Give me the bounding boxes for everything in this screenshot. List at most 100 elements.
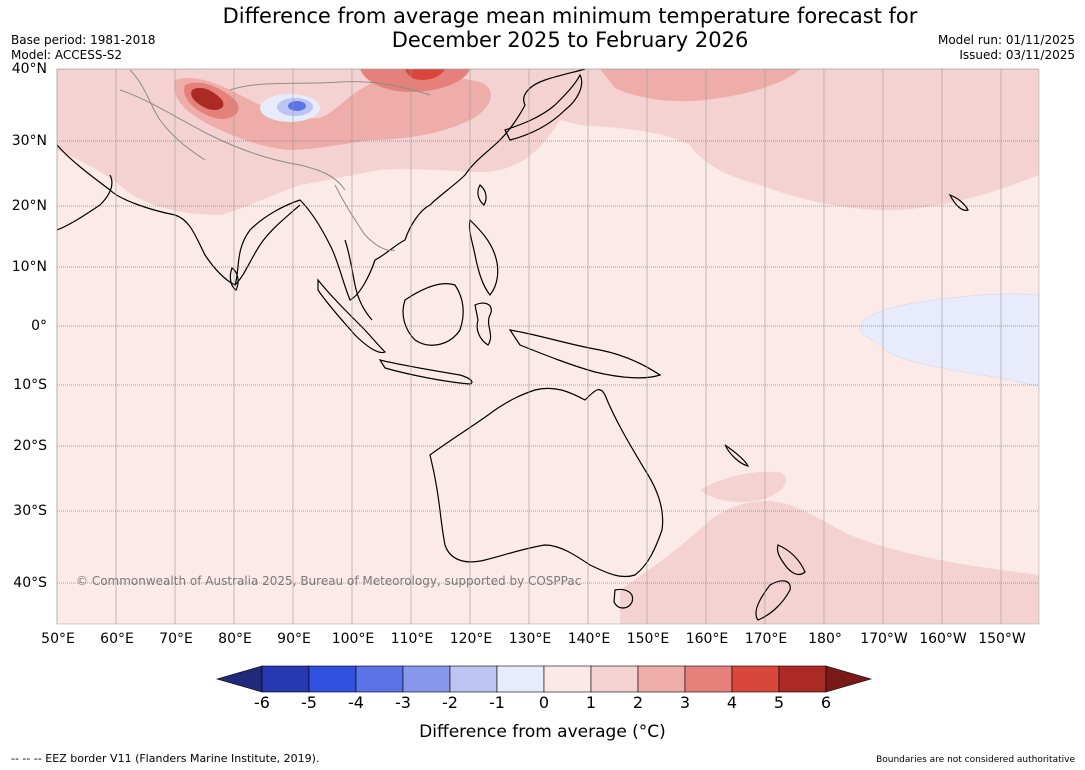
colorbar-swatch [449, 665, 498, 693]
colorbar-swatch [731, 665, 780, 693]
coastlines [57, 69, 969, 621]
latitude-label: 10°S [13, 377, 47, 393]
colorbar-swatch [637, 665, 686, 693]
longitude-label: 160°E [685, 631, 729, 647]
coast-hawaii [948, 193, 969, 211]
longitude-label: 90°E [277, 631, 311, 647]
coast-java [378, 359, 473, 385]
colorbar-swatch [543, 665, 592, 693]
colorbar-tick-label: 4 [726, 693, 738, 712]
coast-philippines [468, 218, 499, 296]
border-indochina [334, 184, 396, 251]
colorbar-tick-label: 3 [679, 693, 691, 712]
coast-new-zealand-south [755, 580, 791, 621]
title-line-2: December 2025 to February 2026 [391, 28, 749, 52]
coast-taiwan [477, 184, 487, 206]
anomaly-zone-mongolia-core [405, 69, 445, 80]
anomaly-zone-cool-plateau-core [288, 101, 306, 111]
longitude-label: 60°E [100, 631, 134, 647]
coast-new-zealand-north [776, 544, 806, 576]
longitude-label: 140°E [567, 631, 611, 647]
border-himalaya [119, 89, 346, 191]
anomaly-zone-cool-pacific [859, 293, 1039, 387]
colorbar-tick-label: 1 [585, 693, 597, 712]
coast-india-east [234, 204, 301, 286]
colorbar-swatch [261, 665, 310, 693]
border-central-asia [129, 69, 206, 161]
boundaries-footnote: Boundaries are not considered authoritat… [876, 755, 1075, 765]
longitude-label: 150°E [626, 631, 670, 647]
colorbar-swatch [778, 665, 827, 693]
anomaly-zone-mongolia [360, 69, 470, 92]
copyright-text: © Commonwealth of Australia 2025, Bureau… [76, 574, 582, 588]
colorbar-tick-label: -4 [348, 693, 364, 712]
coast-sri-lanka [229, 267, 239, 291]
coast-new-guinea [508, 329, 662, 379]
colorbar [215, 665, 873, 693]
coast-malay-peninsula [344, 239, 373, 321]
colorbar-swatch [684, 665, 733, 693]
coast-arabia [57, 174, 113, 231]
base-period-text: Base period: 1981-2018 [11, 33, 156, 47]
page-title: Difference from average mean minimum tem… [120, 4, 1020, 52]
longitude-label: 100°E [331, 631, 375, 647]
longitude-label: 70°E [159, 631, 193, 647]
colorbar-arrow-low [215, 665, 263, 693]
longitude-label: 170°W [860, 631, 908, 647]
coast-borneo [402, 283, 464, 346]
coast-japan [504, 73, 583, 141]
anomaly-zone-himalaya-core [191, 87, 224, 110]
colorbar-arrow-high [825, 665, 873, 693]
latitude-label: 30°S [13, 503, 47, 519]
colorbar-tick-label: -5 [301, 693, 317, 712]
colorbar-tick-label: 2 [632, 693, 644, 712]
colorbar-swatch [590, 665, 639, 693]
colorbar-swatch [355, 665, 404, 693]
longitude-label: 180° [808, 631, 842, 647]
latitude-label: 30°N [11, 133, 47, 149]
coast-new-caledonia [724, 444, 750, 467]
colorbar-tick-label: -1 [489, 693, 505, 712]
coast-australia [429, 387, 664, 578]
coast-sumatra [317, 278, 387, 354]
coast-tasmania [613, 588, 634, 609]
latitude-label: 0° [31, 318, 47, 334]
colorbar-swatch [402, 665, 451, 693]
map-area [57, 69, 1039, 624]
coast-asia-mainland [57, 69, 586, 301]
coast-sulawesi [474, 302, 492, 346]
anomaly-zone-tibet [174, 75, 491, 150]
anomaly-zone-pacific-north [600, 69, 800, 102]
meta-left: Base period: 1981-2018 Model: ACCESS-S2 [11, 33, 156, 63]
colorbar-tick-label: 0 [538, 693, 550, 712]
latitude-label: 20°S [13, 438, 47, 454]
longitude-label: 160°W [919, 631, 967, 647]
country-borders [119, 69, 431, 251]
anomaly-zone-tasman [700, 471, 787, 502]
longitude-label: 130°E [508, 631, 552, 647]
colorbar-tick-label: -6 [254, 693, 270, 712]
longitude-label: 120°E [449, 631, 493, 647]
longitude-label: 50°E [41, 631, 75, 647]
longitude-label: 110°E [390, 631, 434, 647]
longitude-label: 150°W [978, 631, 1026, 647]
colorbar-tick-label: 5 [773, 693, 785, 712]
longitude-label: 80°E [218, 631, 252, 647]
anomaly-zone-south-pacific [620, 500, 1039, 624]
border-china-mongolia [229, 81, 431, 96]
map-frame [56, 68, 1040, 625]
latitude-label: 40°S [13, 575, 47, 591]
issued-text: Issued: 03/11/2025 [959, 48, 1075, 62]
colorbar-tick-label: 6 [820, 693, 832, 712]
longitude-label: 170°E [744, 631, 788, 647]
model-run-text: Model run: 01/11/2025 [937, 33, 1075, 47]
eez-footnote: -- -- -- EEZ border V11 (Flanders Marine… [11, 752, 320, 765]
colorbar-swatch [496, 665, 545, 693]
latitude-label: 10°N [11, 259, 47, 275]
colorbar-title: Difference from average (°C) [419, 722, 666, 742]
meta-right: Model run: 01/11/2025 Issued: 03/11/2025 [938, 33, 1075, 63]
latitude-label: 20°N [11, 198, 47, 214]
model-text: Model: ACCESS-S2 [11, 48, 123, 62]
title-line-1: Difference from average mean minimum tem… [222, 4, 918, 28]
